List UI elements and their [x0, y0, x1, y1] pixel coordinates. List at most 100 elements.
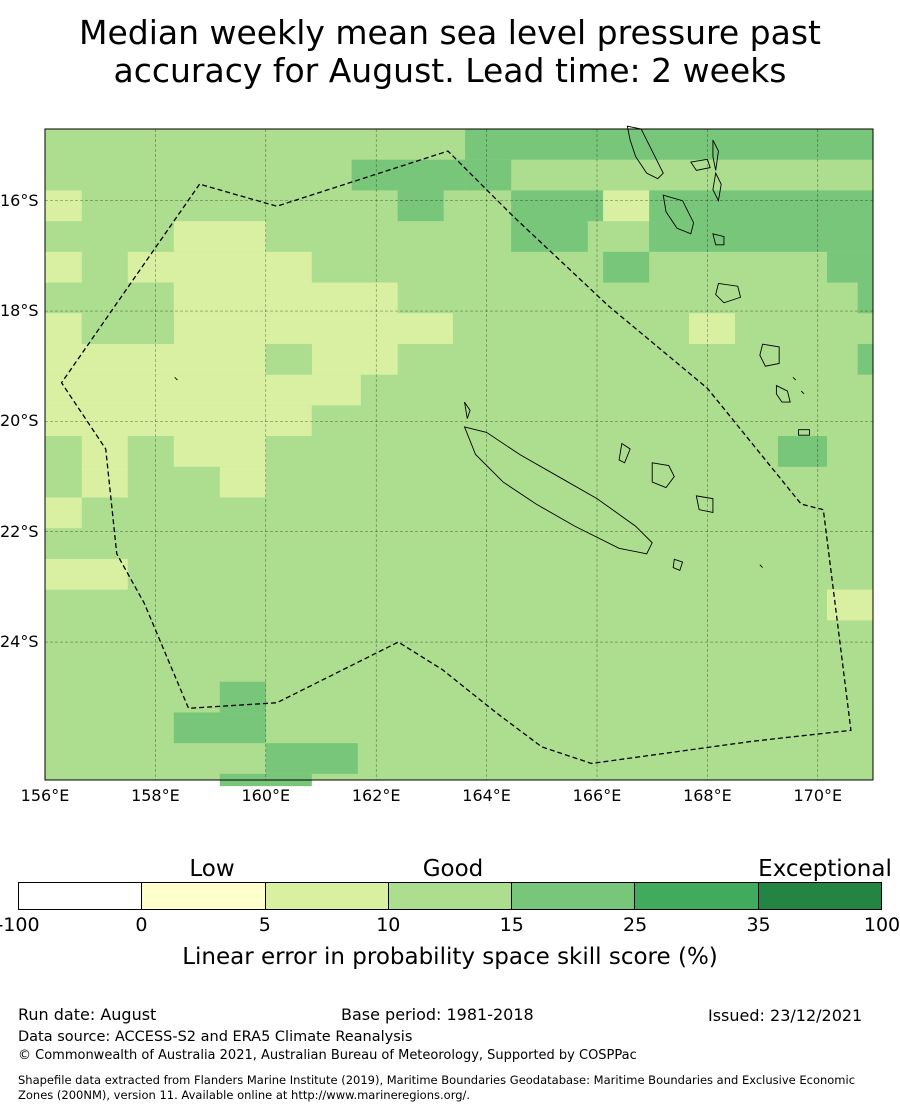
island-outline [626, 125, 664, 180]
skill-cell [45, 497, 82, 529]
skill-cell [45, 374, 361, 406]
skill-cell [603, 190, 650, 222]
skill-grid-cells [45, 129, 873, 787]
skill-cell [351, 159, 466, 191]
skill-cell [649, 190, 873, 222]
island-outline [651, 462, 675, 489]
island-outline [695, 495, 714, 513]
skill-cell [173, 221, 266, 252]
shapefile-credit-line1: Shapefile data extracted from Flanders M… [18, 1073, 856, 1087]
skill-cell [777, 436, 827, 467]
colorbar-bin [19, 883, 143, 909]
skill-cell [857, 343, 873, 375]
skill-cell [649, 221, 873, 252]
island-outline [792, 376, 797, 381]
map-title-line2: accuracy for August. Lead time: 2 weeks [113, 51, 787, 90]
latitude-label: 16°S [0, 190, 39, 210]
island-outline [690, 158, 711, 171]
longitude-label: 164°E [462, 786, 511, 805]
colorbar-tick-label: 15 [499, 914, 524, 936]
island-outline [715, 282, 742, 304]
island-outline [759, 343, 780, 367]
issued-date: Issued: 23/12/2021 [708, 1006, 863, 1025]
copyright: © Commonwealth of Australia 2021, Austra… [18, 1048, 637, 1063]
longitude-label: 168°E [683, 786, 732, 805]
colorbar-bin [635, 883, 759, 909]
longitude-label: 156°E [20, 786, 70, 805]
longitude-label: 166°E [572, 786, 622, 805]
island-outline [712, 171, 722, 203]
island-outline [618, 442, 631, 464]
island-outline [712, 139, 719, 171]
map-title: Median weekly mean sea level pressure pa… [0, 14, 900, 90]
skill-cell [173, 313, 453, 344]
latitude-label: 22°S [0, 521, 39, 541]
skill-cell [827, 251, 873, 283]
run-date: Run date: August [18, 1005, 157, 1024]
colorbar-tick-label: 35 [746, 914, 771, 936]
colorbar-bin [388, 883, 513, 909]
island-outline [672, 558, 684, 571]
island-outline [775, 384, 791, 403]
skill-cell [397, 190, 444, 222]
colorbar-tick-label: 10 [376, 914, 401, 936]
skill-map [44, 125, 874, 787]
island-outline [463, 426, 653, 555]
skill-cell [827, 589, 873, 621]
island-outline [798, 429, 810, 436]
skill-cell [45, 405, 312, 437]
longitude-label: 162°E [351, 786, 401, 805]
island-outline [464, 401, 471, 419]
skill-cell [45, 251, 82, 283]
category-low-label: Low [189, 856, 235, 882]
colorbar-bin [758, 883, 881, 909]
skill-cell [81, 436, 128, 467]
skill-cell [45, 313, 82, 344]
coastlines [174, 125, 810, 571]
skill-cell [81, 313, 174, 344]
colorbar-title: Linear error in probability space skill … [182, 944, 718, 970]
map-frame [44, 128, 874, 781]
skill-cell [465, 129, 873, 160]
skill-cell [173, 712, 266, 744]
eez-boundary [60, 150, 852, 765]
skill-cell [311, 343, 398, 375]
longitude-label: 160°E [241, 786, 291, 805]
skill-cell [265, 343, 312, 375]
colorbar-tick-label: 5 [258, 914, 271, 936]
colorbar [18, 882, 882, 910]
colorbar-bin [512, 883, 636, 909]
skill-cell [219, 681, 266, 713]
eez-boundary-line [60, 150, 852, 765]
category-exceptional-label: Exceptional [758, 856, 892, 882]
colorbar-tick-label: 25 [623, 914, 648, 936]
base-period: Base period: 1981-2018 [341, 1005, 534, 1024]
skill-cell [45, 558, 128, 590]
skill-cell [857, 282, 873, 314]
latitude-label: 24°S [0, 632, 39, 652]
data-source: Data source: ACCESS-S2 and ERA5 Climate … [18, 1029, 413, 1045]
colorbar-tick-label: -100 [0, 914, 40, 936]
map-title-line1: Median weekly mean sea level pressure pa… [79, 13, 821, 52]
skill-cell [689, 313, 735, 344]
skill-cell [173, 436, 266, 467]
shapefile-credit-line2: Zones (200NM), version 11. Available onl… [18, 1088, 471, 1102]
colorbar-tick-label: 0 [135, 914, 148, 936]
island-outline [800, 390, 805, 395]
category-good-label: Good [422, 856, 484, 882]
latitude-label: 20°S [0, 411, 39, 431]
island-outline [662, 194, 695, 235]
longitude-label: 170°E [793, 786, 843, 805]
island-outline [174, 376, 178, 381]
island-outline [712, 233, 725, 246]
skill-cell [81, 466, 128, 498]
colorbar-bin [142, 883, 266, 909]
skill-cell [127, 251, 312, 283]
skill-cell [511, 190, 604, 222]
skill-cell [45, 190, 82, 222]
island-outline [759, 564, 763, 568]
latitude-label: 18°S [0, 301, 39, 321]
skill-cell [173, 282, 398, 314]
longitude-label: 158°E [131, 786, 180, 805]
colorbar-tick-label: 100 [863, 914, 900, 936]
